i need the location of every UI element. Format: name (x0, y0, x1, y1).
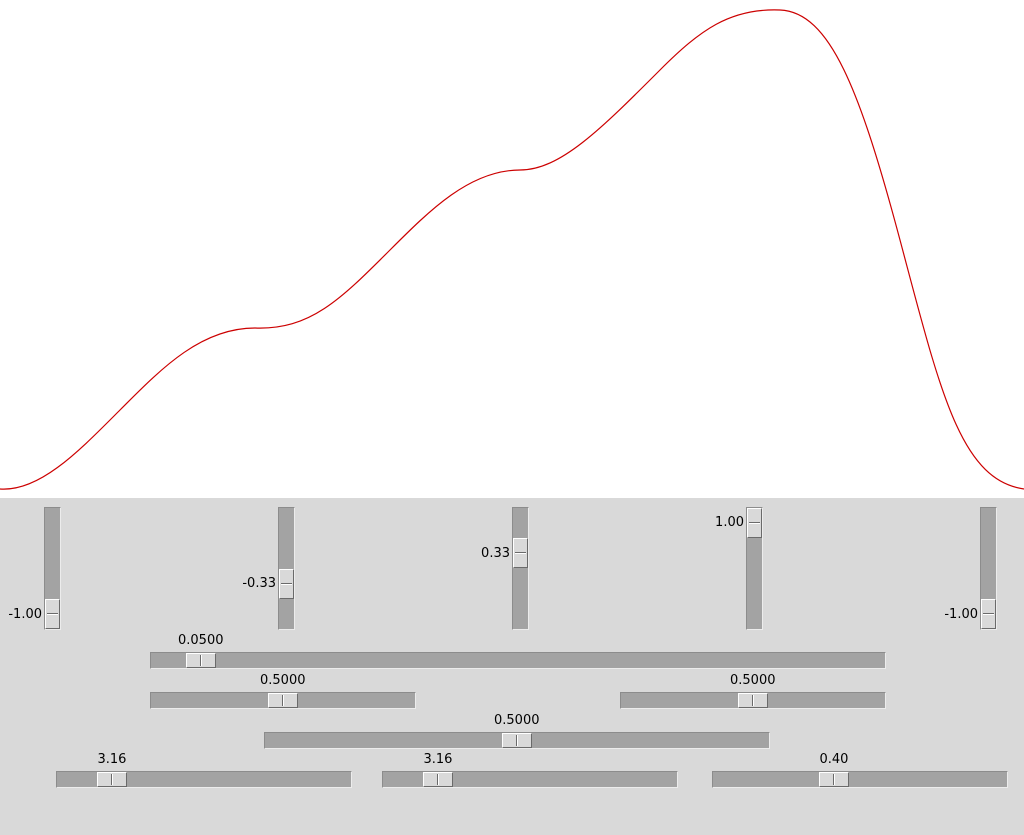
vertical-slider-2[interactable] (278, 507, 295, 630)
slider-thumb[interactable] (186, 653, 216, 668)
slider-thumb[interactable] (279, 569, 294, 599)
horizontal-slider-c[interactable] (620, 692, 886, 709)
slider-thumb[interactable] (738, 693, 768, 708)
slider-thumb[interactable] (819, 772, 849, 787)
horizontal-slider-e[interactable] (56, 771, 352, 788)
vertical-slider-4[interactable] (746, 507, 763, 630)
slider-thumb[interactable] (513, 538, 528, 568)
horizontal-slider-g[interactable] (712, 771, 1008, 788)
slider-thumb[interactable] (981, 599, 996, 629)
horizontal-slider-c-value: 0.5000 (730, 673, 776, 688)
plot-canvas (0, 0, 1024, 498)
vertical-slider-4-value: 1.00 (715, 515, 744, 530)
vertical-slider-5-value: -1.00 (944, 607, 978, 622)
slider-thumb[interactable] (45, 599, 60, 629)
horizontal-slider-a-value: 0.0500 (178, 633, 224, 648)
vertical-slider-5[interactable] (980, 507, 997, 630)
horizontal-slider-a[interactable] (150, 652, 886, 669)
horizontal-slider-f[interactable] (382, 771, 678, 788)
curve-line (0, 9, 1024, 490)
horizontal-slider-g-value: 0.40 (819, 752, 849, 767)
horizontal-slider-f-value: 3.16 (423, 752, 453, 767)
vertical-slider-2-value: -0.33 (242, 576, 276, 591)
vertical-slider-1[interactable] (44, 507, 61, 630)
horizontal-slider-e-value: 3.16 (97, 752, 127, 767)
slider-thumb[interactable] (268, 693, 298, 708)
horizontal-slider-b[interactable] (150, 692, 416, 709)
vertical-slider-3[interactable] (512, 507, 529, 630)
horizontal-slider-b-value: 0.5000 (260, 673, 306, 688)
slider-thumb[interactable] (423, 772, 453, 787)
horizontal-slider-d-value: 0.5000 (494, 713, 540, 728)
vertical-slider-3-value: 0.33 (481, 546, 510, 561)
slider-thumb[interactable] (97, 772, 127, 787)
horizontal-slider-d[interactable] (264, 732, 770, 749)
slider-thumb[interactable] (747, 508, 762, 538)
slider-thumb[interactable] (502, 733, 532, 748)
vertical-slider-1-value: -1.00 (8, 607, 42, 622)
curve-plot (0, 9, 1024, 490)
